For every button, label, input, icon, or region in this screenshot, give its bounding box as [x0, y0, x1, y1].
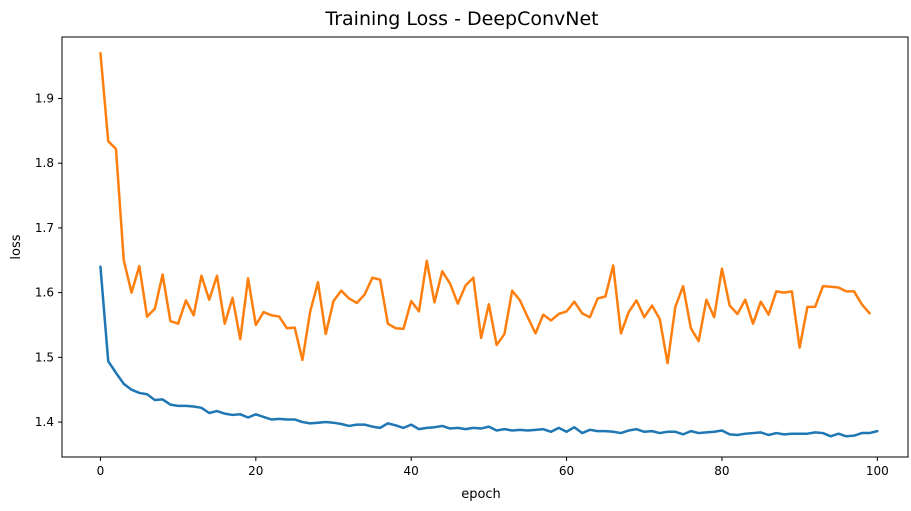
x-tick-label: 60: [559, 464, 574, 478]
x-tick-label: 20: [248, 464, 263, 478]
x-tick-label: 80: [714, 464, 729, 478]
series-line-2: [99, 51, 871, 365]
x-tick-label: 40: [404, 464, 419, 478]
y-tick-label: 1.5: [35, 350, 54, 364]
series-line-1: [99, 265, 879, 438]
plot-frame: [61, 36, 909, 458]
y-tick-label: 1.6: [35, 286, 54, 300]
y-tick-label: 1.7: [35, 221, 54, 235]
tick-layer: 0 20 40 60 80 100 1.4 1.5 1.6 1.7 1.8 1.9: [35, 91, 889, 478]
y-tick-label: 1.9: [35, 91, 54, 105]
y-axis-label: loss: [9, 234, 24, 259]
x-tick-label: 0: [97, 464, 105, 478]
y-tick-label: 1.4: [35, 415, 54, 429]
y-tick-label: 1.8: [35, 156, 54, 170]
chart-title: Training Loss - DeepConvNet: [324, 8, 598, 30]
x-axis-label: epoch: [461, 487, 501, 502]
series-layer: [99, 51, 879, 438]
x-tick-label: 100: [866, 464, 889, 478]
